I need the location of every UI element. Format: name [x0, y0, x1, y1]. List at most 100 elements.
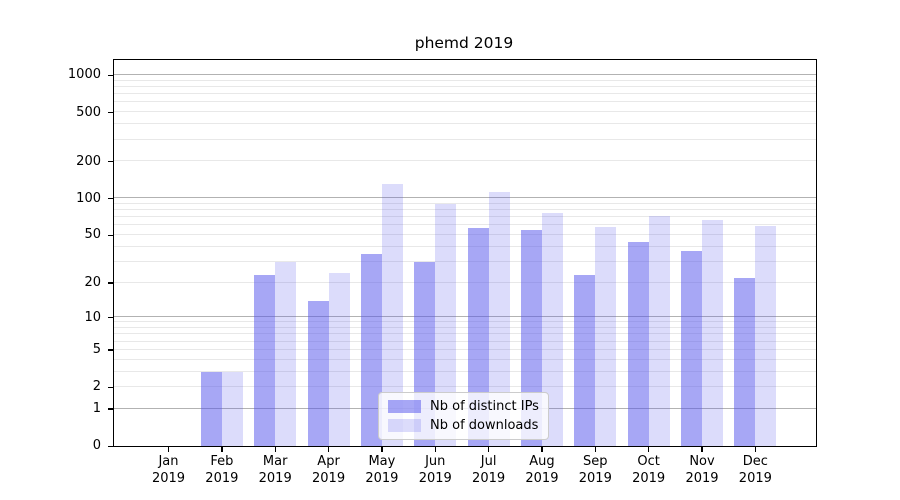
- x-axis-tick-mark: [487, 447, 490, 453]
- gridline-minor: [114, 123, 816, 125]
- y-axis-tick-label: 1: [92, 401, 101, 417]
- y-axis-tick-label: 500: [76, 104, 101, 120]
- gridline-minor: [114, 333, 816, 335]
- gridline-minor: [114, 358, 816, 360]
- y-axis-tick-mark: [108, 386, 113, 389]
- y-axis-tick-label: 10: [84, 309, 101, 325]
- x-axis-tick-label: May 2019: [365, 454, 399, 486]
- y-axis-tick-mark: [108, 445, 113, 448]
- gridline-minor: [114, 348, 816, 350]
- x-axis-tick-mark: [434, 447, 436, 453]
- bar-downloads: [541, 212, 563, 446]
- y-axis-tick-label: 100: [76, 190, 101, 206]
- legend-label: Nb of downloads: [430, 418, 539, 433]
- x-axis-tick-mark: [594, 447, 596, 453]
- gridline-minor: [114, 202, 816, 204]
- y-axis-tick-mark: [108, 316, 113, 319]
- x-axis-tick-mark: [541, 447, 543, 453]
- y-axis-tick-mark: [108, 408, 113, 410]
- y-axis-tick-mark: [108, 74, 113, 77]
- bar-downloads: [435, 204, 457, 446]
- y-axis-tick-mark: [108, 197, 113, 200]
- x-axis-tick-label: Apr 2019: [312, 454, 346, 486]
- plot-area: Jan 2019 Feb 2019 Mar 2019 Apr 2019 May 2019 Jun 20…: [113, 59, 817, 486]
- x-axis-tick-label: Jun 2019: [418, 454, 452, 486]
- x-axis-tick-label: Feb 2019: [205, 454, 239, 486]
- gridline-minor: [114, 224, 816, 226]
- bar-downloads: [328, 273, 350, 446]
- bar-distinct-ips: [200, 371, 222, 446]
- gridline-minor: [114, 281, 816, 283]
- y-axis-tick-label: 1000: [67, 67, 101, 83]
- bar-distinct-ips: [520, 229, 542, 446]
- legend-item: Nb of distinct IPs: [388, 399, 539, 414]
- x-axis-tick-mark: [327, 447, 330, 453]
- gridline-minor: [114, 209, 816, 211]
- gridline-minor: [114, 79, 816, 81]
- x-axis-tick-label: Sep 2019: [578, 454, 612, 486]
- bar-downloads: [755, 226, 777, 446]
- gridline-major: [114, 316, 816, 318]
- y-axis-tick-mark: [108, 349, 113, 351]
- gridline-minor: [114, 245, 816, 247]
- gridline-minor: [114, 101, 816, 103]
- bar-distinct-ips: [254, 275, 276, 446]
- gridline-major: [114, 74, 816, 75]
- bar-distinct-ips: [360, 253, 382, 446]
- bar-downloads: [275, 261, 297, 446]
- bar-downloads: [702, 220, 723, 446]
- y-axis-tick-mark: [108, 234, 113, 236]
- legend-swatch-downloads: [388, 419, 421, 432]
- y-axis-tick-label: 2: [92, 379, 101, 395]
- chart-title: phemd 2019: [414, 34, 514, 52]
- y-axis-tick-mark: [108, 282, 113, 284]
- bar-distinct-ips: [734, 277, 756, 446]
- gridline-minor: [114, 111, 816, 113]
- y-axis-tick-label: 5: [92, 342, 101, 358]
- gridline-minor: [114, 260, 816, 262]
- bar-distinct-ips: [307, 300, 329, 446]
- gridline-minor: [114, 233, 816, 235]
- y-axis-tick-label: 200: [76, 153, 101, 169]
- legend-item: Nb of downloads: [388, 418, 539, 433]
- gridline-major: [114, 197, 816, 199]
- y-axis-tick-mark: [108, 111, 113, 114]
- x-axis-tick-mark: [754, 447, 757, 453]
- bar-distinct-ips: [681, 250, 702, 446]
- bar-downloads: [488, 191, 510, 446]
- x-axis-tick-label: Jan 2019: [151, 454, 186, 486]
- x-axis-tick-mark: [647, 447, 650, 453]
- x-axis-tick-mark: [167, 447, 170, 453]
- gridline-minor: [114, 93, 816, 95]
- gridline-minor: [114, 138, 816, 140]
- gridline-minor: [114, 327, 816, 329]
- legend-swatch-distinct-ips: [388, 400, 421, 413]
- x-axis-tick-mark: [221, 447, 223, 453]
- bar-downloads: [595, 227, 617, 446]
- x-axis-tick-label: Mar 2019: [258, 454, 292, 486]
- legend: Nb of distinct IPs Nb of downloads: [378, 392, 549, 440]
- bar-downloads: [381, 183, 403, 446]
- y-axis-tick-label: 0: [92, 438, 101, 454]
- gridline-minor: [114, 321, 816, 323]
- y-axis-tick-mark: [108, 160, 113, 163]
- y-axis-tick-label: 20: [84, 274, 101, 290]
- x-axis-tick-mark: [274, 447, 276, 453]
- y-axis-tick-label: 50: [84, 227, 101, 243]
- legend-label: Nb of distinct IPs: [430, 399, 539, 414]
- gridline-minor: [114, 340, 816, 342]
- bar-downloads: [648, 215, 670, 446]
- gridline-minor: [114, 386, 816, 388]
- gridline-minor: [114, 160, 816, 162]
- x-axis-tick-mark: [701, 447, 703, 453]
- bar-downloads: [221, 371, 243, 446]
- gridline-minor: [114, 216, 816, 218]
- x-axis-tick-label: Oct 2019: [632, 454, 666, 486]
- x-axis-tick-label: Dec 2019: [738, 454, 772, 486]
- gridline-minor: [114, 85, 816, 87]
- bar-distinct-ips: [467, 227, 489, 446]
- bar-distinct-ips: [627, 241, 649, 446]
- gridline-minor: [114, 370, 816, 372]
- x-axis-tick-label: Nov 2019: [685, 454, 719, 486]
